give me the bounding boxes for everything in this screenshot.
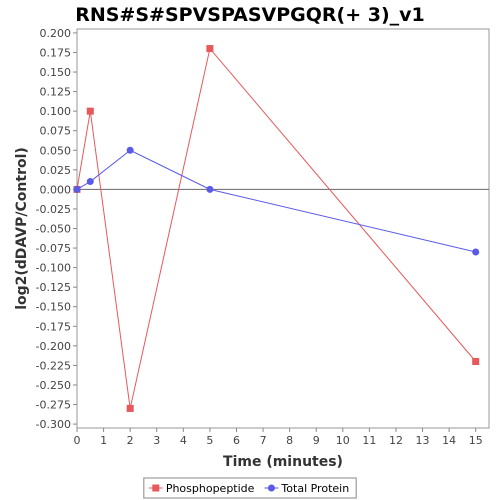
- y-tick-label: 0.050: [40, 144, 72, 157]
- y-tick-label: -0.275: [36, 399, 71, 412]
- x-tick-label: 15: [469, 434, 483, 447]
- y-tick-label: -0.250: [36, 379, 71, 392]
- legend-swatch-marker: [152, 484, 160, 492]
- x-tick-label: 11: [362, 434, 376, 447]
- legend-item-phosphopeptide: Phosphopeptide: [148, 482, 255, 495]
- y-axis-label: log2(dDAVP/Control): [14, 147, 30, 310]
- phosphopeptide-point: [86, 107, 94, 115]
- x-tick-label: 2: [127, 434, 134, 447]
- y-tick-label: -0.025: [36, 203, 71, 216]
- legend-label: Total Protein: [280, 482, 349, 495]
- total-protein-point: [73, 185, 81, 193]
- total-protein-series: [73, 146, 480, 256]
- total-protein-point: [206, 185, 214, 193]
- x-tick-label: 13: [416, 434, 430, 447]
- y-tick-label: 0.000: [40, 183, 72, 196]
- x-tick-label: 14: [442, 434, 456, 447]
- x-tick-label: 0: [74, 434, 81, 447]
- y-tick-label: -0.050: [36, 223, 71, 236]
- plot-area: [76, 28, 490, 429]
- legend-label: Phosphopeptide: [166, 482, 255, 495]
- total-protein-point: [86, 178, 94, 186]
- x-tick-label: 12: [389, 434, 403, 447]
- y-tick-label: 0.125: [40, 86, 72, 99]
- y-tick-label: -0.300: [36, 418, 71, 431]
- legend-box: [143, 477, 357, 499]
- x-tick-label: 1: [100, 434, 107, 447]
- y-axis: 0.200 0.175 0.150 0.125 0.100 0.075 0.050 0.025…: [36, 27, 77, 431]
- y-tick-label: 0.175: [40, 46, 72, 59]
- y-tick-label: -0.175: [36, 320, 71, 333]
- chart-title: RNS#S#SPVSPASVPGQR(+ 3)_v1: [75, 4, 425, 26]
- y-tick-label: -0.075: [36, 242, 71, 255]
- plot-border: [76, 28, 490, 429]
- x-tick-label: 10: [336, 434, 350, 447]
- y-tick-label: 0.075: [40, 125, 72, 138]
- x-tick-label: 4: [180, 434, 187, 447]
- x-tick-label: 7: [260, 434, 267, 447]
- legend-swatch-marker: [267, 484, 275, 492]
- y-tick-label: -0.200: [36, 340, 71, 353]
- series-layer: [73, 45, 480, 412]
- y-tick-label: 0.150: [40, 66, 72, 79]
- phosphopeptide-point: [206, 45, 214, 53]
- y-tick-label: -0.125: [36, 281, 71, 294]
- phosphopeptide-point: [126, 404, 134, 412]
- x-tick-label: 8: [286, 434, 293, 447]
- y-tick-label: 0.025: [40, 164, 72, 177]
- total-protein-point: [126, 146, 134, 154]
- x-axis: 0 1 2 3 4 5 6 7 8 9 10 11 12 13 14 15: [74, 428, 483, 447]
- y-tick-label: -0.100: [36, 262, 71, 275]
- y-tick-label: -0.150: [36, 301, 71, 314]
- x-tick-label: 3: [153, 434, 160, 447]
- y-tick-label: 0.200: [40, 27, 72, 40]
- x-tick-label: 6: [233, 434, 240, 447]
- x-tick-label: 5: [206, 434, 213, 447]
- legend-item-total-protein: Total Protein: [264, 482, 349, 495]
- x-tick-label: 9: [313, 434, 320, 447]
- total-protein-point: [472, 248, 480, 256]
- y-tick-label: 0.100: [40, 105, 72, 118]
- legend: Phosphopeptide Total Protein: [143, 477, 357, 499]
- x-axis-label: Time (minutes): [223, 454, 343, 470]
- phosphopeptide-point: [472, 358, 480, 365]
- y-tick-label: -0.225: [36, 359, 71, 372]
